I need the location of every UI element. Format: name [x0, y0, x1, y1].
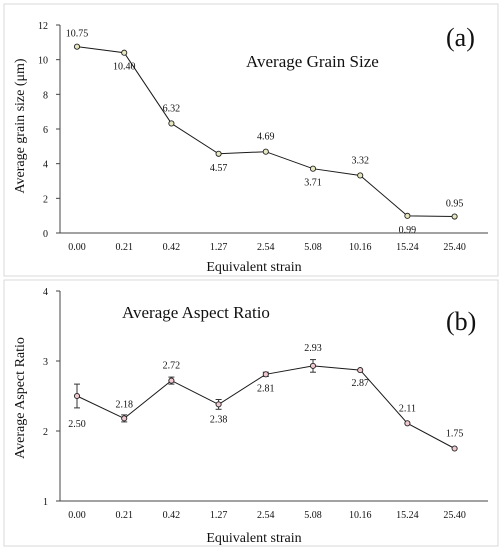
panel-a-x-tick-label: 25.40	[443, 242, 466, 253]
panel-a-data-point	[357, 172, 364, 179]
panel-a-annotation: Average Grain Size	[246, 52, 379, 71]
panel-b-x-tick-label: 0.00	[68, 510, 86, 521]
panel-b-data-label: 2.93	[304, 343, 322, 354]
panel-a-data-label: 4.57	[210, 163, 228, 174]
panel-b-x-tick-label: 10.16	[349, 510, 372, 521]
panel-b-x-axis-title: Equivalent strain	[206, 531, 301, 546]
panel-a-data-label: 10.75	[66, 29, 89, 40]
panel-b-data-point	[451, 445, 458, 452]
panel-b-data-label: 2.38	[210, 414, 228, 425]
panel-a-data-point	[215, 150, 222, 157]
panel-b-x-tick-label: 2.54	[257, 510, 275, 521]
panel-b-data-label: 1.75	[446, 429, 464, 440]
panel-b-data-label: 2.72	[163, 361, 181, 372]
panel-b-x-tick-label: 0.42	[163, 510, 181, 521]
panel-a-data-label: 6.32	[163, 103, 181, 114]
panel-b-plot-area: 1 2 3 4 0.00 0.21 0.42 1.27 2.54 5.08 10.16 15.24 25…	[43, 287, 488, 521]
panel-a-y-tick-label: 8	[43, 90, 48, 101]
panel-b-x-tick-label: 0.21	[115, 510, 133, 521]
panel-a-plot-area: 0 2 4 6 8 10 12 0.00 0.21 0.42 1.27 2.54 5.08 10.16 15…	[38, 21, 488, 253]
panel-a-data-point	[262, 148, 269, 155]
panel-a-data-point	[121, 49, 128, 56]
panel-b-x-tick-label: 15.24	[396, 510, 419, 521]
panel-a-x-tick-label: 15.24	[396, 242, 419, 253]
panel-b-data-label: 2.81	[257, 383, 275, 394]
panel-a-data-label: 3.32	[351, 155, 369, 166]
panel-a-data-point	[309, 165, 317, 172]
panel-b-y-axis-title: Average Aspect Ratio	[13, 337, 28, 459]
panel-a-y-tick-label: 2	[43, 194, 48, 205]
panel-b-y-tick-label: 3	[43, 357, 48, 368]
panel-b-aspect-ratio-chart: (b) Average Aspect Ratio Average Aspect …	[3, 279, 499, 547]
panel-b-data-point	[404, 420, 411, 427]
panel-a-x-tick-label: 0.00	[68, 242, 86, 253]
panel-b-data-point	[262, 371, 269, 378]
panel-a-x-tick-label: 10.16	[349, 242, 372, 253]
panel-a-data-point	[451, 213, 458, 220]
panel-b-x-tick-label: 1.27	[210, 510, 228, 521]
panel-b-y-tick-label: 2	[43, 427, 48, 438]
panel-b-label: (b)	[446, 307, 476, 336]
panel-a-x-tick-label: 5.08	[304, 242, 322, 253]
panel-a-data-label: 10.40	[113, 62, 136, 73]
panel-a-grain-size-chart: (a) Average Grain Size Average grain siz…	[3, 3, 499, 277]
panel-b-data-label: 2.11	[399, 403, 416, 414]
panel-b-data-point	[215, 401, 222, 408]
panel-b-x-tick-label: 5.08	[304, 510, 322, 521]
panel-a-x-tick-label: 0.42	[163, 242, 181, 253]
panel-b-frame	[3, 279, 499, 547]
panel-a-data-label: 4.69	[257, 132, 275, 143]
panel-a-data-point	[404, 212, 411, 219]
panel-a-data-point	[168, 120, 175, 127]
panel-b-y-tick-label: 1	[43, 497, 48, 508]
panel-b-data-label: 2.87	[351, 378, 369, 389]
panel-b-data-point	[309, 362, 317, 369]
panel-a-x-axis-title: Equivalent strain	[206, 260, 301, 275]
panel-a-label: (a)	[446, 23, 475, 52]
panel-a-frame	[3, 3, 499, 277]
panel-a-y-axis-title: Average grain size (μm)	[13, 58, 28, 193]
panel-a-y-tick-label: 4	[43, 160, 48, 171]
panel-a-x-tick-label: 2.54	[257, 242, 275, 253]
panel-b-data-point	[121, 415, 128, 422]
panel-a-data-label: 3.71	[304, 178, 322, 189]
panel-a-x-tick-label: 1.27	[210, 242, 228, 253]
panel-b-data-point	[357, 367, 364, 374]
panel-b-data-point	[168, 377, 175, 384]
panel-a-y-tick-label: 6	[43, 125, 48, 136]
panel-b-annotation: Average Aspect Ratio	[122, 303, 270, 322]
panel-b-x-tick-label: 25.40	[443, 510, 466, 521]
panel-b-y-tick-label: 4	[43, 287, 48, 298]
panel-a-y-tick-label: 12	[38, 21, 48, 32]
panel-a-y-tick-label: 10	[38, 56, 48, 67]
panel-b-data-label: 2.18	[115, 399, 133, 410]
panel-a-data-point	[73, 43, 81, 50]
panel-a-y-tick-label: 0	[43, 229, 48, 240]
panel-b-data-label: 2.50	[68, 419, 86, 430]
panel-b-data-point	[73, 392, 81, 400]
panel-a-data-label: 0.95	[446, 199, 464, 210]
panel-a-x-tick-label: 0.21	[115, 242, 133, 253]
panel-a-data-label: 0.99	[399, 225, 417, 236]
